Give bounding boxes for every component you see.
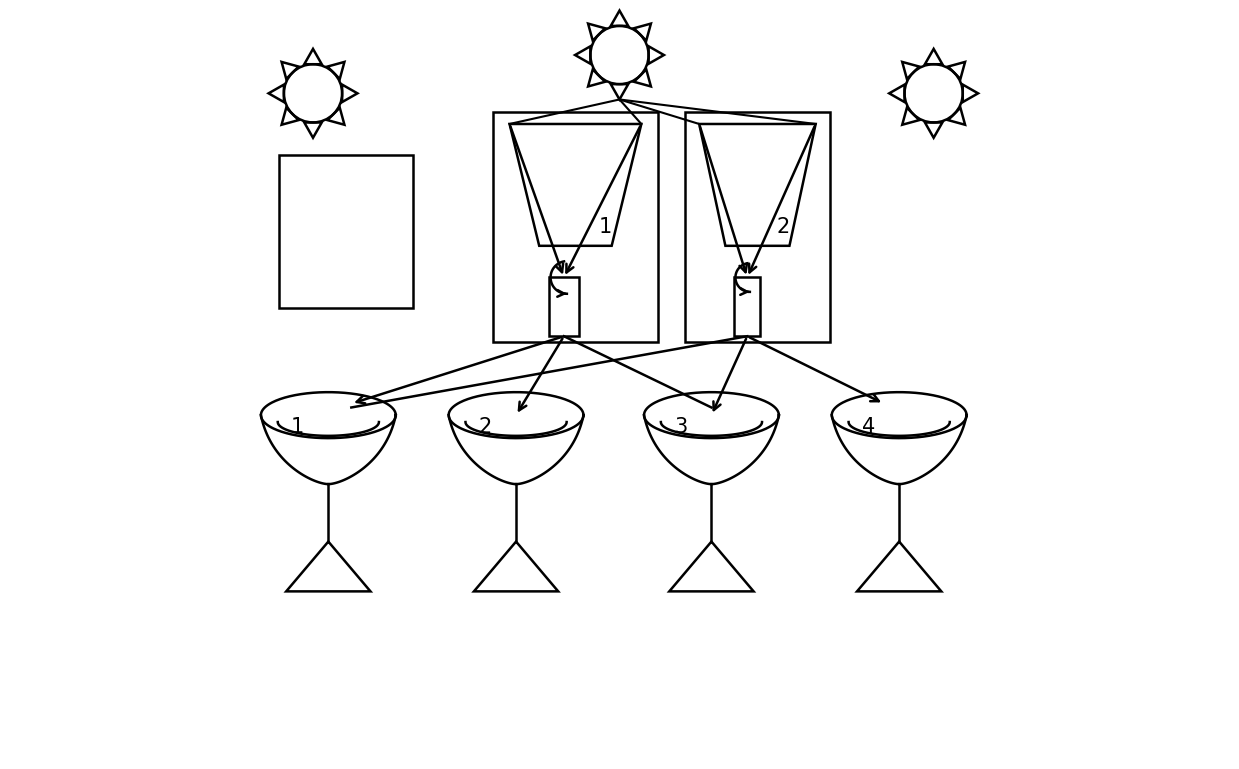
Text: 3: 3	[674, 417, 688, 437]
Text: 1: 1	[291, 417, 305, 437]
Bar	[735, 278, 761, 336]
Bar	[549, 278, 579, 336]
Text: 2: 2	[478, 417, 492, 437]
Text: 2: 2	[777, 218, 790, 238]
Bar	[279, 155, 413, 308]
Bar	[493, 112, 658, 342]
Text: 4: 4	[862, 417, 875, 437]
Bar	[685, 112, 830, 342]
Text: 1: 1	[598, 218, 612, 238]
